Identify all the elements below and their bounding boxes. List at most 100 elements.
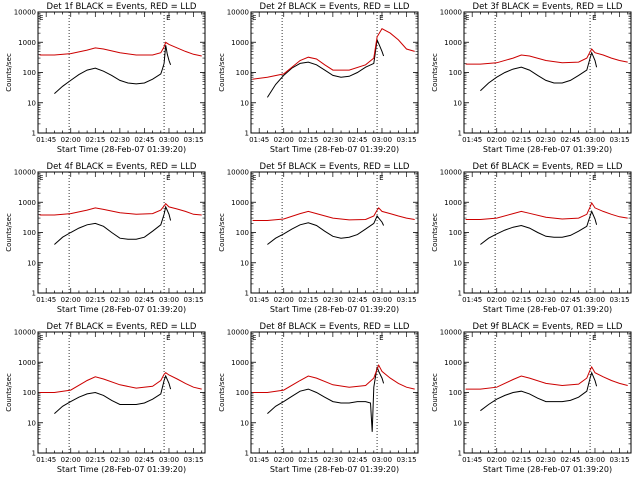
events-series-line xyxy=(267,215,385,245)
detector-chart: Det 1f BLACK = Events, RED = LLD 1 10 100 10… xyxy=(5,2,206,154)
y-tick-label: 10 xyxy=(240,259,249,267)
lld-series-line xyxy=(252,364,415,393)
y-tick-label: 10000 xyxy=(227,169,249,177)
y-tick-label: 100 xyxy=(449,389,462,397)
x-tick-label: 02:15 xyxy=(298,136,318,144)
corner-mark: E xyxy=(39,334,43,342)
x-tick-label: 02:00 xyxy=(61,456,81,464)
lld-series-line xyxy=(39,372,202,393)
x-tick-label: 01:45 xyxy=(462,136,482,144)
y-tick-label: 10 xyxy=(27,259,36,267)
detector-chart: Det 7f BLACK = Events, RED = LLD 1 10 100 10… xyxy=(5,322,206,474)
plot-frame xyxy=(463,331,632,454)
x-tick-label: 02:45 xyxy=(560,136,580,144)
plot-frame xyxy=(37,171,206,294)
x-tick-label: 03:00 xyxy=(585,456,605,464)
detector-panel: Det 4f BLACK = Events, RED = LLD 1 10 100 10… xyxy=(0,160,213,320)
x-tick-label: 03:00 xyxy=(372,136,392,144)
x-tick-label: 02:30 xyxy=(536,136,556,144)
x-tick-label: 02:45 xyxy=(347,296,367,304)
x-tick-label: 03:15 xyxy=(609,136,629,144)
corner-mark: E xyxy=(166,174,170,182)
x-tick-label: 03:00 xyxy=(372,456,392,464)
detector-panel: Det 9f BLACK = Events, RED = LLD 1 10 100 10… xyxy=(426,320,639,480)
detector-panel: Det 8f BLACK = Events, RED = LLD 1 10 100 10… xyxy=(213,320,426,480)
chart-title: Det 8f BLACK = Events, RED = LLD xyxy=(260,322,410,332)
y-tick-label: 1000 xyxy=(231,359,249,367)
x-tick-label: 03:00 xyxy=(585,296,605,304)
events-series-line xyxy=(54,205,172,245)
x-tick-label: 02:15 xyxy=(85,456,105,464)
x-tick-label: 02:45 xyxy=(134,136,154,144)
y-axis-label: Counts/sec xyxy=(5,213,13,252)
corner-mark: E xyxy=(592,334,596,342)
plot-frame xyxy=(37,11,206,134)
corner-mark: E xyxy=(592,174,596,182)
x-axis-label: Start Time (28-Feb-07 01:39:20) xyxy=(270,305,399,314)
x-tick-label: 03:15 xyxy=(396,456,416,464)
x-tick-label: 02:00 xyxy=(274,456,294,464)
x-tick-label: 02:30 xyxy=(323,456,343,464)
x-tick-label: 02:45 xyxy=(347,136,367,144)
x-tick-label: 03:15 xyxy=(609,456,629,464)
y-tick-label: 10000 xyxy=(14,169,36,177)
x-tick-label: 02:30 xyxy=(110,296,130,304)
y-tick-label: 100 xyxy=(449,229,462,237)
corner-mark: E xyxy=(252,14,256,22)
y-tick-label: 1000 xyxy=(444,359,462,367)
x-tick-label: 02:30 xyxy=(110,136,130,144)
y-tick-label: 100 xyxy=(236,229,249,237)
x-tick-label: 02:45 xyxy=(347,456,367,464)
x-tick-label: 03:15 xyxy=(396,136,416,144)
chart-title: Det 7f BLACK = Events, RED = LLD xyxy=(47,322,197,332)
x-axis-label: Start Time (28-Feb-07 01:39:20) xyxy=(57,465,186,474)
x-tick-label: 01:45 xyxy=(36,296,56,304)
plot-frame xyxy=(463,171,632,294)
x-tick-label: 02:15 xyxy=(298,296,318,304)
chart-title: Det 6f BLACK = Events, RED = LLD xyxy=(473,162,623,172)
lld-series-line xyxy=(252,207,415,221)
y-tick-label: 1 xyxy=(32,290,36,298)
detector-panel: Det 6f BLACK = Events, RED = LLD 1 10 100 10… xyxy=(426,160,639,320)
lld-series-line xyxy=(252,28,415,80)
chart-title: Det 4f BLACK = Events, RED = LLD xyxy=(47,162,197,172)
x-tick-label: 02:45 xyxy=(560,456,580,464)
y-tick-label: 10000 xyxy=(227,329,249,337)
y-tick-label: 10000 xyxy=(14,9,36,17)
x-tick-label: 03:00 xyxy=(372,296,392,304)
y-tick-label: 1000 xyxy=(444,39,462,47)
plot-frame xyxy=(250,11,419,134)
y-tick-label: 1000 xyxy=(444,199,462,207)
x-tick-label: 03:00 xyxy=(159,136,179,144)
x-tick-label: 03:00 xyxy=(159,456,179,464)
y-tick-label: 10000 xyxy=(440,169,462,177)
y-tick-label: 100 xyxy=(236,69,249,77)
corner-mark: E xyxy=(379,174,383,182)
corner-mark: E xyxy=(166,334,170,342)
x-tick-label: 02:30 xyxy=(536,296,556,304)
corner-mark: E xyxy=(39,174,43,182)
x-axis-label: Start Time (28-Feb-07 01:39:20) xyxy=(270,145,399,154)
y-tick-label: 10000 xyxy=(14,329,36,337)
events-series-line xyxy=(266,38,385,98)
y-tick-label: 10 xyxy=(240,99,249,107)
plot-frame xyxy=(250,171,419,294)
chart-title: Det 3f BLACK = Events, RED = LLD xyxy=(473,2,623,12)
x-tick-label: 03:15 xyxy=(609,296,629,304)
y-tick-label: 1 xyxy=(458,130,462,138)
y-tick-label: 1 xyxy=(458,290,462,298)
lld-series-line xyxy=(465,201,628,220)
y-tick-label: 1 xyxy=(245,290,249,298)
x-tick-label: 03:15 xyxy=(396,296,416,304)
y-tick-label: 1000 xyxy=(18,359,36,367)
lld-series-line xyxy=(39,41,202,57)
chart-title: Det 2f BLACK = Events, RED = LLD xyxy=(260,2,410,12)
y-axis-label: Counts/sec xyxy=(5,53,13,92)
x-tick-label: 02:00 xyxy=(61,136,81,144)
x-axis-label: Start Time (28-Feb-07 01:39:20) xyxy=(483,145,612,154)
detector-panel: Det 7f BLACK = Events, RED = LLD 1 10 100 10… xyxy=(0,320,213,480)
y-tick-label: 1 xyxy=(32,450,36,458)
detector-panel: Det 1f BLACK = Events, RED = LLD 1 10 100 10… xyxy=(0,0,213,160)
y-tick-label: 10000 xyxy=(440,9,462,17)
